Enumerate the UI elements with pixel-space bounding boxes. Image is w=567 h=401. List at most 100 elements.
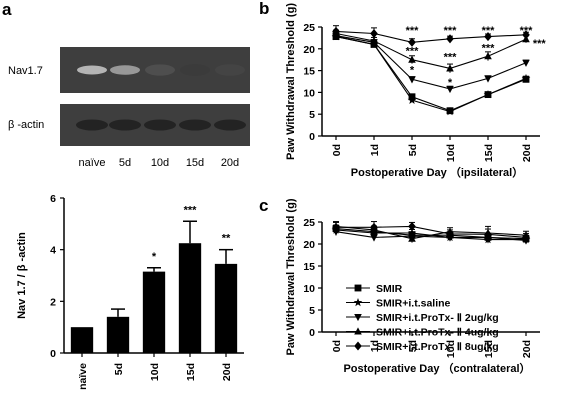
b-data-point [484,32,492,42]
b-data-point [370,28,378,39]
a-y-tick-label: 6 [50,193,56,205]
c-data-point [408,221,416,231]
b-significance-label: *** [444,52,458,64]
c-y-tick-label: 25 [303,217,315,229]
a-x-tick-label: naïve [77,363,89,390]
c-x-tick-label: 1d [369,340,381,352]
b-y-tick-label: 20 [303,44,315,56]
a-x-tick-label: 10d [149,363,161,381]
b-y-axis-title: Paw Withdrawal Threshold (g) [285,3,297,160]
b-data-point [445,107,455,116]
b-significance-label: *** [482,25,496,37]
c-legend-label: SMIR+i.t.ProTx- Ⅱ 8ug/kg [376,341,499,353]
b-significance-label: *** [444,25,458,37]
blot-band-nav17 [145,64,175,76]
b-data-point [407,95,417,104]
blot-lane-label: naïve [79,157,106,169]
b-data-point [446,85,454,94]
b-series-line [335,35,527,90]
b-x-axis-title: Postoperative Day （ipsilateral） [351,166,523,179]
blot-band-nav17 [77,65,107,75]
b-data-point [446,64,454,72]
a-x-tick-label: 5d [113,363,125,375]
blot-band-actin [179,119,211,131]
c-data-point [370,222,378,232]
chart-b-ipsilateral: 0 5 10 15 20 25 0d 1d 5d 10d 15d 20d Postoperative D… [285,3,546,179]
c-legend-marker [354,284,362,292]
b-y-tick-label: 25 [303,22,315,34]
a-y-axis-title: Nav 1.7 / β -actin [16,232,28,319]
c-data-point [370,234,378,242]
c-series-line [335,231,527,242]
blot-lane-label: 10d [151,157,169,169]
b-data-point [483,90,493,99]
c-data-point [332,222,340,232]
c-series-line [335,225,527,240]
b-data-point [484,75,492,83]
c-y-tick-label: 5 [309,305,315,317]
b-x-tick-label: 0d [331,144,343,156]
a-significance-label: * [152,251,157,263]
blot-band-nav17 [215,64,245,76]
c-y-tick-label: 10 [303,283,315,295]
a-x-tick-label: 15d [185,363,197,381]
b-series-line [335,32,527,69]
blot-band-nav17 [110,65,140,75]
c-legend-label: SMIR+i.t.saline [376,298,451,310]
blot-row-label-nav17: Nav1.7 [8,65,43,77]
c-data-point [408,234,416,242]
blot-row-label-actin: β -actin [8,119,44,131]
b-data-point [408,76,416,84]
c-y-tick-label: 15 [303,261,315,273]
blot-band-nav17 [180,64,210,76]
b-x-tick-label: 15d [483,144,495,162]
b-significance-label: * [448,77,453,89]
blot-band-actin [76,119,108,131]
b-significance-label: *** [520,25,534,37]
b-x-tick-label: 5d [407,144,419,156]
blot-band-actin [109,119,141,131]
blot-lane-label: 5d [119,157,131,169]
c-y-axis-title: Paw Withdrawal Threshold (g) [285,198,297,355]
panel-b-letter: b [259,0,269,18]
b-y-tick-label: 0 [309,131,315,143]
blot-lane-label: 20d [221,157,239,169]
c-legend-marker [354,327,362,335]
b-significance-label: * [410,65,415,77]
c-data-point [522,232,530,242]
c-legend-marker [354,341,362,351]
chart-a-bar: 0 2 4 6 Nav 1.7 / β -actin naïve 5d 10d * 15d *** 2… [16,193,244,390]
c-x-tick-label: 20d [521,340,533,358]
panel-a-letter: a [2,0,12,19]
a-significance-label: *** [184,204,198,216]
a-significance-label: ** [222,233,231,245]
b-y-tick-label: 5 [309,109,315,121]
blot-bands [76,64,246,131]
b-data-point [370,36,378,44]
a-bar [178,243,202,353]
a-y-tick-label: 0 [50,348,56,360]
c-series-line [336,225,527,238]
c-legend-marker [354,313,362,322]
blot-band-actin [144,119,176,131]
c-legend-marker [353,297,363,307]
a-x-tick-label: 20d [221,363,233,381]
c-y-tick-label: 0 [309,327,315,339]
c-y-tick-label: 20 [303,239,315,251]
b-data-point [521,73,531,83]
b-y-tick-label: 10 [303,87,315,99]
b-data-point [332,26,340,36]
c-x-tick-label: 15d [483,340,495,358]
a-bar [106,316,130,353]
a-bar [70,327,94,353]
a-y-tick-label: 2 [50,296,56,308]
b-data-point [522,30,530,40]
b-x-tick-label: 20d [521,144,533,162]
a-bar [142,271,166,353]
b-significance-label: *** [533,38,547,50]
b-x-tick-label: 10d [445,144,457,162]
c-legend-label: SMIR+i.t.ProTx- Ⅱ 2ug/kg [376,312,499,324]
b-data-point [408,37,416,47]
c-data-point [484,229,492,239]
